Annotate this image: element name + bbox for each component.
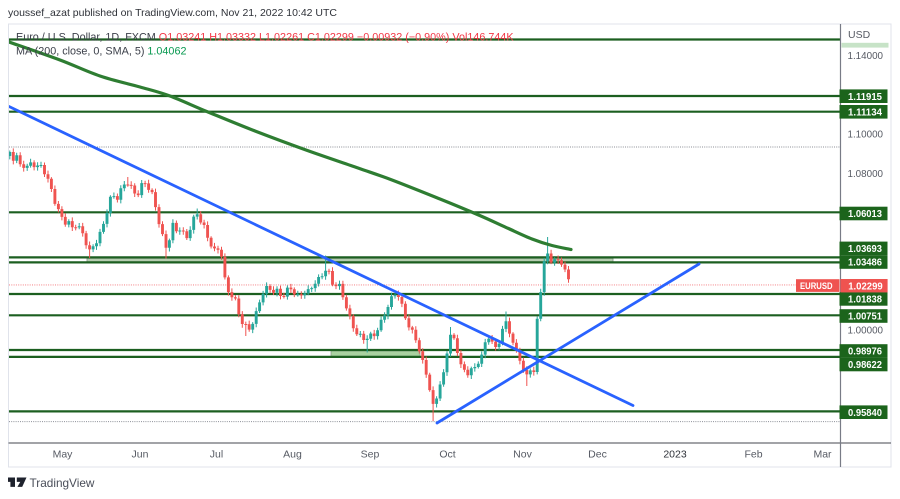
svg-text:USD: USD — [848, 29, 871, 41]
svg-text:1.03486: 1.03486 — [848, 258, 882, 269]
svg-text:1.03693: 1.03693 — [848, 244, 882, 255]
svg-text:Feb: Feb — [744, 449, 762, 461]
svg-text:Jul: Jul — [210, 449, 223, 461]
svg-text:1.11134: 1.11134 — [848, 107, 882, 118]
svg-text:2023: 2023 — [663, 449, 687, 461]
svg-text:1.02299: 1.02299 — [848, 281, 883, 292]
svg-text:1.01838: 1.01838 — [848, 295, 882, 306]
svg-text:youssef_azat published on Trad: youssef_azat published on TradingView.co… — [8, 7, 337, 19]
svg-text:TradingView: TradingView — [30, 476, 95, 490]
svg-text:1.14000: 1.14000 — [848, 50, 884, 62]
svg-text:Dec: Dec — [588, 449, 607, 461]
svg-text:1.06013: 1.06013 — [848, 209, 882, 220]
svg-text:Mar: Mar — [813, 449, 832, 461]
svg-text:Jun: Jun — [132, 449, 149, 461]
svg-text:1.08000: 1.08000 — [848, 168, 884, 180]
svg-text:EURUSD: EURUSD — [800, 281, 833, 292]
svg-text:Oct: Oct — [439, 449, 455, 461]
svg-text:1.00000: 1.00000 — [848, 325, 884, 337]
svg-text:1.00751: 1.00751 — [848, 312, 882, 323]
svg-text:Sep: Sep — [361, 449, 380, 461]
svg-text:Aug: Aug — [283, 449, 302, 461]
svg-text:MA (200, close, 0, SMA, 5) 1.0: MA (200, close, 0, SMA, 5) 1.04062 — [16, 46, 186, 58]
svg-text:Nov: Nov — [513, 449, 532, 461]
svg-text:May: May — [53, 449, 74, 461]
svg-text:0.98976: 0.98976 — [848, 347, 882, 358]
svg-text:1.11915: 1.11915 — [848, 92, 882, 103]
svg-text:1.10000: 1.10000 — [848, 129, 884, 141]
svg-text:Euro / U.S. Dollar, 1D, FXCM O: Euro / U.S. Dollar, 1D, FXCM O1.03241 H1… — [16, 32, 514, 44]
svg-text:0.98622: 0.98622 — [848, 360, 882, 371]
svg-text:0.95840: 0.95840 — [848, 408, 882, 419]
